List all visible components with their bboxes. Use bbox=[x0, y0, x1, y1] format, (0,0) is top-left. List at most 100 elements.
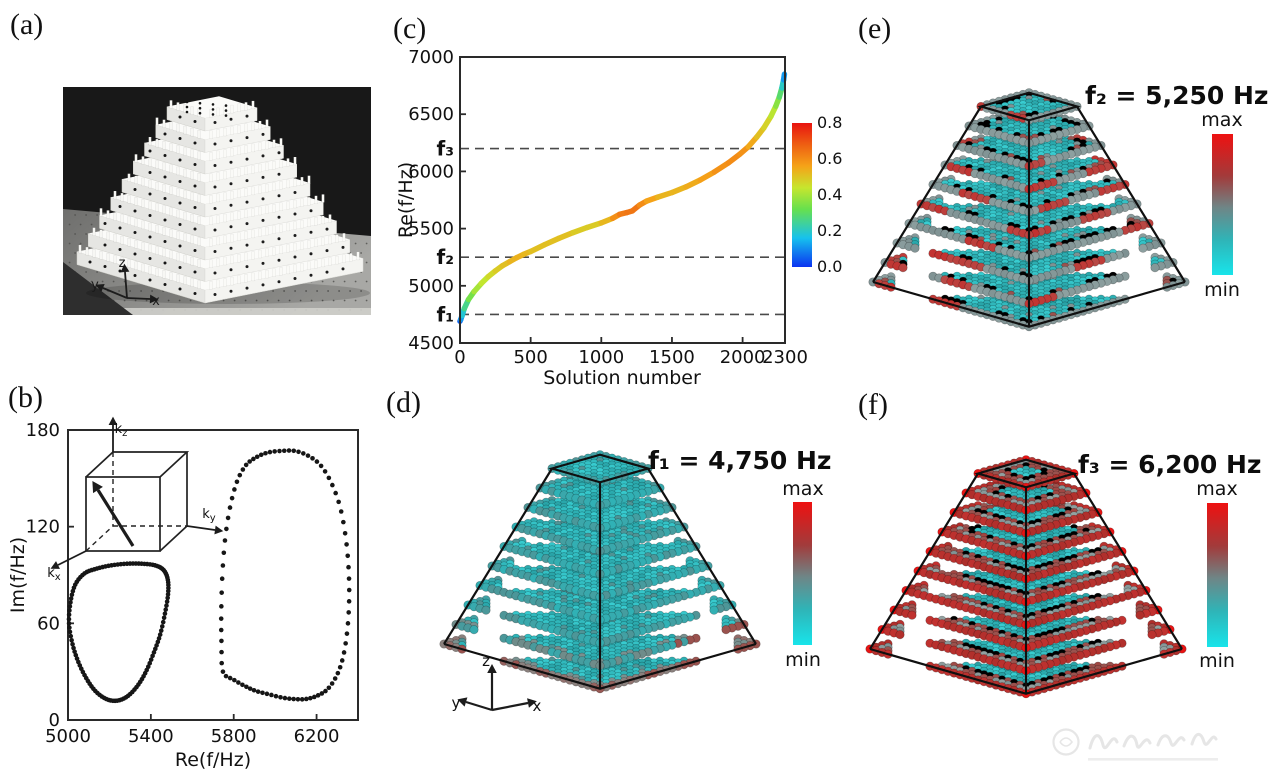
complex-band-loop-2 bbox=[218, 448, 352, 702]
printed-pyramid bbox=[76, 96, 364, 304]
lattice-layer bbox=[949, 501, 1103, 538]
y-tick-label: 7000 bbox=[408, 47, 454, 68]
y-axis-title: Im(f/Hz) bbox=[7, 537, 29, 613]
panel-label-b: (b) bbox=[8, 381, 43, 414]
lattice-layer bbox=[961, 478, 1091, 515]
axis-ticks: 5000 5400 5800 6200 0 60 120 180 bbox=[26, 420, 340, 747]
y-axis-title: Re(f/Hz) bbox=[395, 162, 417, 238]
sphere-lattice bbox=[865, 455, 1187, 699]
lattice-layer bbox=[463, 595, 737, 648]
x-tick-label: 5800 bbox=[211, 726, 257, 747]
lattice-layer bbox=[973, 455, 1079, 492]
lattice-layer bbox=[523, 496, 677, 533]
panel-label-d: (d) bbox=[386, 386, 421, 419]
lattice-layer bbox=[976, 88, 1082, 125]
threshold-dashed-lines: f₁ f₂ f₃ bbox=[437, 137, 785, 326]
complex-band-loop-1 bbox=[66, 561, 171, 704]
eigenfrequency-curve bbox=[457, 71, 788, 325]
lattice-layer bbox=[937, 522, 1115, 561]
panel-f-colorbar bbox=[1207, 503, 1228, 647]
y-axis-title: Im(f/Hz) bbox=[7, 537, 29, 613]
inset-kz-label: kz bbox=[115, 422, 128, 439]
colorbar-tick-label: 0.4 bbox=[817, 185, 843, 204]
panel-d-colorbar-min-label: min bbox=[785, 649, 821, 671]
y-tick-label: 5500 bbox=[408, 219, 454, 240]
inset-ky-label: ky bbox=[202, 507, 216, 524]
colorbar-tick-label: 0.6 bbox=[817, 149, 843, 168]
frequency-marker-label: f₂ bbox=[437, 245, 454, 269]
watermark bbox=[1052, 728, 1218, 761]
lattice-layer bbox=[892, 233, 1166, 286]
x-tick-label: 5000 bbox=[45, 726, 91, 747]
pyramid-top-plate-dots bbox=[185, 100, 228, 117]
y-tick-label: 4500 bbox=[408, 333, 454, 354]
axis-x-label: x bbox=[152, 294, 160, 309]
y-axis-title: Re(f/Hz) bbox=[395, 162, 417, 238]
panel-label-f: (f) bbox=[858, 388, 888, 421]
panel-b-complex-band-plot: 5000 5400 5800 6200 0 60 120 180 Re(f/Hz) Im(f/Hz… bbox=[7, 416, 359, 771]
panel-label-e: (e) bbox=[858, 12, 892, 45]
colorbar-tick-label: 0.0 bbox=[817, 257, 843, 276]
panel-d-frequency-title: f₁ = 4,750 Hz bbox=[648, 446, 832, 475]
axis-triad: z y x bbox=[452, 652, 542, 715]
colorbar-tick-label: 0.2 bbox=[817, 221, 843, 240]
x-axis-title: Solution number bbox=[543, 367, 701, 388]
plot-frame bbox=[459, 56, 786, 344]
lattice-layer bbox=[499, 536, 701, 579]
lattice-layer bbox=[880, 252, 1178, 309]
sphere-lattice bbox=[868, 88, 1190, 332]
panel-d-colorbar bbox=[793, 502, 812, 645]
y-tick-label: 60 bbox=[37, 613, 60, 634]
axis-y-label: y bbox=[452, 694, 461, 712]
panel-e-colorbar-min-label: min bbox=[1204, 279, 1240, 301]
colorbar-tick-label: 0.8 bbox=[817, 113, 843, 132]
panel-e-mode-shape bbox=[868, 88, 1190, 332]
panel-f-colorbar-max-label: max bbox=[1196, 478, 1238, 500]
panel-f-frequency-title: f₃ = 6,200 Hz bbox=[1078, 450, 1262, 479]
y-tick-label: 5000 bbox=[408, 276, 454, 297]
lattice-layer bbox=[901, 580, 1151, 630]
y-tick-label: 0 bbox=[49, 710, 60, 731]
panel-c-colorbar bbox=[792, 123, 812, 267]
y-tick-label: 120 bbox=[26, 517, 60, 538]
shadow-corner bbox=[63, 262, 133, 315]
panel-d-mode-shape: z y x bbox=[439, 450, 761, 715]
panel-c-colorbar-ticks: 0.8 0.6 0.4 0.2 0.0 bbox=[817, 115, 857, 275]
y-tick-label: 6500 bbox=[408, 104, 454, 125]
panel-e-colorbar bbox=[1212, 134, 1233, 275]
frequency-marker-label: f₃ bbox=[437, 137, 454, 161]
brillouin-zone-inset: kz ky kx bbox=[47, 416, 224, 583]
lattice-layer bbox=[964, 111, 1094, 148]
x-axis-title: Re(f/Hz) bbox=[175, 749, 251, 771]
panel-label-a: (a) bbox=[10, 8, 44, 41]
x-axis-title: Solution number bbox=[543, 367, 701, 388]
panel-label-c: (c) bbox=[393, 12, 427, 45]
panel-f-colorbar-min-label: min bbox=[1199, 650, 1235, 672]
table-front-edge bbox=[63, 308, 371, 315]
x-tick-label: 0 bbox=[454, 347, 465, 368]
x-tick-label: 2300 bbox=[762, 347, 808, 368]
axis-z-label: z bbox=[482, 652, 490, 670]
x-axis-title: Re(f/Hz) bbox=[175, 749, 251, 771]
frustum-wireframe bbox=[872, 91, 1186, 328]
frustum-wireframe bbox=[443, 453, 757, 690]
x-tick-label: 5400 bbox=[128, 726, 174, 747]
x-tick-label: 1000 bbox=[578, 347, 624, 368]
x-tick-label: 500 bbox=[513, 347, 547, 368]
frequency-marker-label: f₁ bbox=[437, 302, 454, 326]
axis-x-label: x bbox=[533, 697, 542, 715]
x-tick-label: 6200 bbox=[294, 726, 340, 747]
lattice-layer bbox=[925, 541, 1127, 584]
sphere-lattice bbox=[439, 450, 761, 694]
plot-frame bbox=[67, 429, 359, 721]
frustum-wireframe bbox=[869, 458, 1183, 695]
y-tick-label: 6000 bbox=[408, 161, 454, 182]
panel-e-frequency-title: f₂ = 5,250 Hz bbox=[1085, 81, 1269, 110]
x-tick-label: 1500 bbox=[649, 347, 695, 368]
axis-z-label: z bbox=[119, 256, 126, 271]
lattice-layer bbox=[913, 561, 1139, 607]
watermark-seal-and-script bbox=[1052, 728, 1218, 761]
